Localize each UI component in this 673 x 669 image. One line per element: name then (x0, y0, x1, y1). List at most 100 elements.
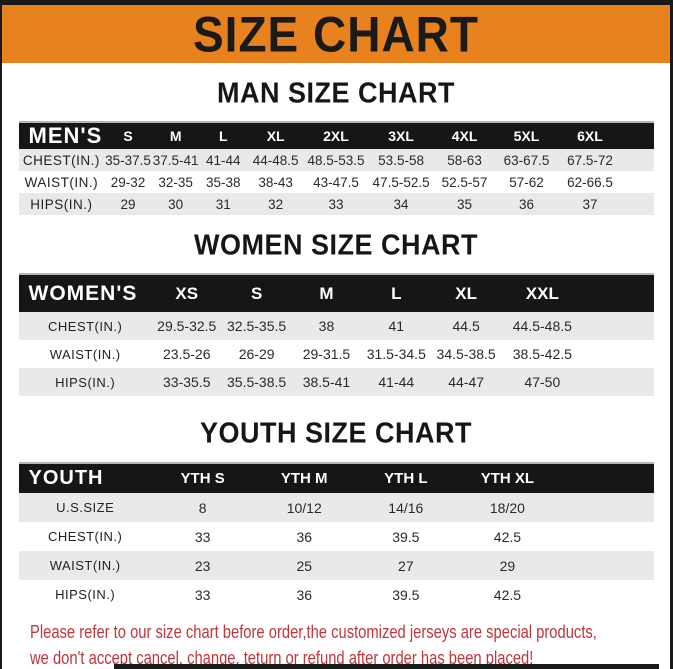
size-column-header: XXL (501, 274, 584, 312)
data-cell: 38 (291, 312, 362, 340)
data-cell: 39.5 (355, 580, 457, 609)
data-cell: 36 (494, 193, 559, 215)
youth-table-label: YOUTH (18, 463, 152, 493)
size-column-header: XL (247, 122, 305, 149)
data-cell: 42.5 (456, 580, 559, 609)
size-column-header: 3XL (367, 122, 435, 149)
size-column-header: 2XL (304, 122, 368, 149)
filler-cell (558, 493, 654, 522)
data-cell: 18/20 (456, 493, 559, 522)
size-column-header: 6XL (558, 122, 622, 149)
size-column-header: M (151, 122, 200, 149)
data-cell: 33 (151, 580, 254, 609)
filler-cell (558, 522, 654, 551)
data-cell: 14/16 (355, 493, 457, 522)
data-cell: 47-50 (501, 368, 584, 396)
size-column-header: 5XL (494, 122, 559, 149)
table-row: CHEST(IN.) 29.5-32.5 32.5-35.5 38 41 44.5 44.5… (18, 312, 654, 340)
youth-header-row: YOUTH YTH S YTH M YTH L YTH XL (18, 463, 654, 493)
table-row: HIPS(IN.) 33 36 39.5 42.5 (18, 580, 654, 609)
bottom-partial-bar (114, 664, 659, 669)
row-label-cell: CHEST(IN.) (18, 522, 152, 551)
filler-cell (621, 193, 654, 215)
data-cell: 29-31.5 (291, 340, 362, 368)
data-cell: 35-37.5 (104, 149, 152, 171)
filler-header-cell (558, 463, 654, 493)
youth-section-heading: YOUTH SIZE CHART (199, 417, 472, 449)
data-cell: 53.5-58 (367, 149, 435, 171)
size-column-header: XL (431, 274, 502, 312)
data-cell: 32.5-35.5 (221, 312, 292, 340)
data-cell: 31 (199, 193, 248, 215)
row-label-cell: U.S.SIZE (18, 493, 152, 522)
table-row: CHEST(IN.) 33 36 39.5 42.5 (18, 522, 654, 551)
data-cell: 57-62 (494, 171, 559, 193)
table-row: WAIST(IN.) 23 25 27 29 (18, 551, 654, 580)
row-label-cell: WAIST(IN.) (18, 340, 152, 368)
data-cell: 29-32 (104, 171, 152, 193)
data-cell: 23.5-26 (151, 340, 222, 368)
data-cell: 34.5-38.5 (431, 340, 502, 368)
men-size-table: MEN'S S M L XL 2XL 3XL 4XL 5XL 6XL CHEST(IN.) 35-37… (18, 121, 654, 215)
data-cell: 8 (151, 493, 254, 522)
data-cell: 32 (247, 193, 305, 215)
data-cell: 35-38 (199, 171, 248, 193)
table-row: HIPS(IN.) 29 30 31 32 33 34 35 36 37 (18, 193, 654, 215)
size-column-header: 4XL (434, 122, 495, 149)
data-cell: 67.5-72 (558, 149, 622, 171)
data-cell: 33 (151, 522, 254, 551)
data-cell: 37 (558, 193, 622, 215)
men-table-label: MEN'S (18, 122, 105, 149)
women-table-label: WOMEN'S (18, 274, 152, 312)
youth-size-table: YOUTH YTH S YTH M YTH L YTH XL U.S.SIZE 8 10/12… (18, 462, 654, 609)
top-border-bar (2, 0, 670, 5)
disclaimer-note: Please refer to our size chart before or… (2, 619, 670, 669)
row-label-cell: HIPS(IN.) (18, 193, 105, 215)
table-row: WAIST(IN.) 23.5-26 26-29 29-31.5 31.5-34.5 34… (18, 340, 654, 368)
size-column-header: YTH XL (456, 463, 559, 493)
data-cell: 44.5-48.5 (501, 312, 584, 340)
table-row: CHEST(IN.) 35-37.5 37.5-41 41-44 44-48.5 48.5… (18, 149, 654, 171)
data-cell: 44-47 (431, 368, 502, 396)
row-label-cell: CHEST(IN.) (18, 149, 105, 171)
data-cell: 48.5-53.5 (304, 149, 368, 171)
data-cell: 23 (151, 551, 254, 580)
size-column-header: L (361, 274, 432, 312)
filler-cell (558, 551, 654, 580)
filler-header-cell (583, 274, 654, 312)
data-cell: 37.5-41 (151, 149, 200, 171)
data-cell: 62-66.5 (558, 171, 622, 193)
data-cell: 39.5 (355, 522, 457, 551)
filler-cell (583, 368, 654, 396)
data-cell: 43-47.5 (304, 171, 368, 193)
filler-cell (621, 149, 654, 171)
data-cell: 38.5-41 (291, 368, 362, 396)
data-cell: 33-35.5 (151, 368, 222, 396)
data-cell: 33 (304, 193, 368, 215)
filler-cell (583, 340, 654, 368)
data-cell: 31.5-34.5 (361, 340, 432, 368)
data-cell: 25 (253, 551, 356, 580)
size-column-header: YTH L (355, 463, 457, 493)
page-title: SIZE CHART (193, 5, 479, 63)
men-section-heading: MAN SIZE CHART (217, 77, 455, 109)
data-cell: 52.5-57 (434, 171, 495, 193)
data-cell: 34 (367, 193, 435, 215)
data-cell: 35 (434, 193, 495, 215)
filler-header-cell (621, 122, 654, 149)
data-cell: 30 (151, 193, 200, 215)
size-column-header: XS (151, 274, 222, 312)
banner: SIZE CHART (2, 5, 670, 63)
size-column-header: M (291, 274, 362, 312)
data-cell: 41-44 (361, 368, 432, 396)
data-cell: 29.5-32.5 (151, 312, 222, 340)
table-row: WAIST(IN.) 29-32 32-35 35-38 38-43 43-47.5 47.… (18, 171, 654, 193)
row-label-cell: WAIST(IN.) (18, 551, 152, 580)
women-header-row: WOMEN'S XS S M L XL XXL (18, 274, 654, 312)
disclaimer-line-1: Please refer to our size chart before or… (30, 622, 597, 642)
data-cell: 29 (456, 551, 559, 580)
size-column-header: L (199, 122, 248, 149)
data-cell: 10/12 (253, 493, 356, 522)
data-cell: 41-44 (199, 149, 248, 171)
